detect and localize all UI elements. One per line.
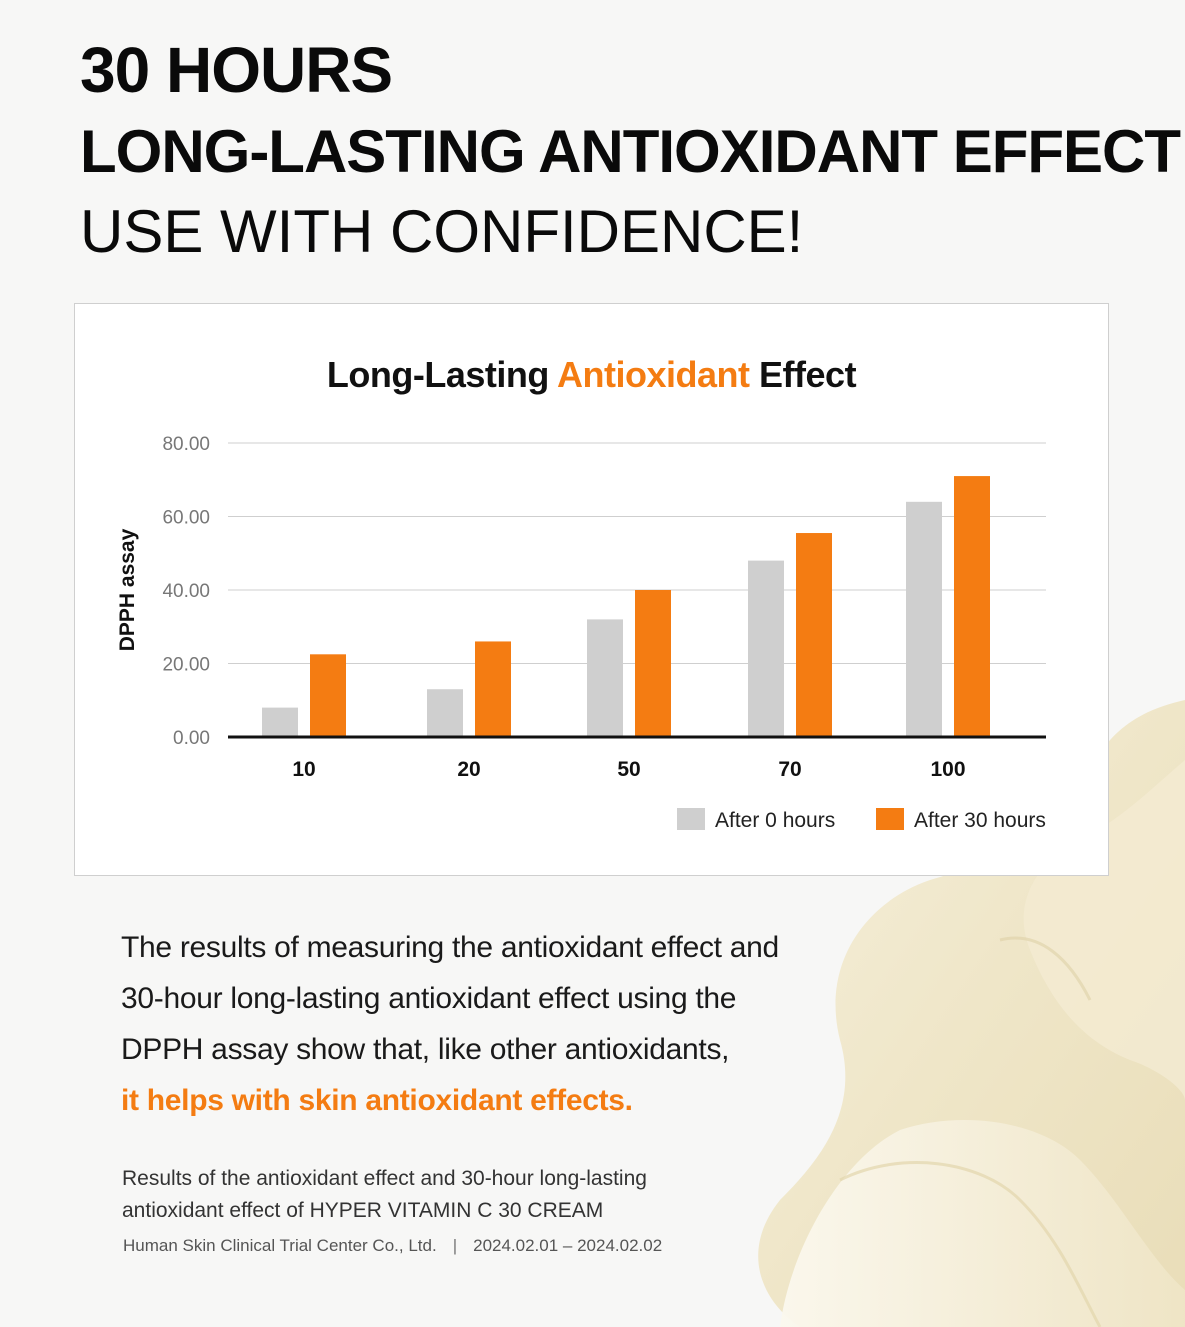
headline-line-2: LONG-LASTING ANTIOXIDANT EFFECT: [80, 118, 1181, 185]
headline-line-3: USE WITH CONFIDENCE!: [80, 198, 804, 265]
credit-dates: 2024.02.01 – 2024.02.02: [473, 1236, 663, 1255]
bar-after-0-hours: [748, 560, 784, 737]
source-line-1: Results of the antioxidant effect and 30…: [122, 1167, 647, 1190]
bar-after-30-hours: [475, 641, 511, 737]
chart-title: Long-Lasting Antioxidant Effect: [75, 354, 1108, 396]
description-line-2: 30-hour long-lasting antioxidant effect …: [121, 982, 737, 1015]
x-tick-label: 20: [457, 758, 480, 781]
headline-line-1: 30 HOURS: [80, 34, 393, 106]
y-tick-label: 60.00: [162, 508, 210, 529]
bar-chart: 0.00 20.00 40.00 60.00 80.00 DPPH assay 10 20 50…: [116, 434, 1046, 832]
legend-label: After 30 hours: [914, 809, 1046, 832]
headline: 30 HOURS LONG-LASTING ANTIOXIDANT EFFECT…: [80, 34, 1181, 265]
bar-after-30-hours: [796, 533, 832, 737]
credit-separator: |: [452, 1236, 458, 1255]
bar-after-0-hours: [906, 501, 942, 737]
bar-after-0-hours: [427, 689, 463, 737]
source-line-2: antioxidant effect of HYPER VITAMIN C 30…: [122, 1199, 604, 1222]
bar-after-30-hours: [310, 654, 346, 737]
legend-swatch: [677, 808, 705, 830]
y-tick-label: 0.00: [173, 728, 210, 749]
bar-after-30-hours: [635, 590, 671, 737]
chart-title-part-2: Effect: [749, 354, 857, 395]
description-line-1: The results of measuring the antioxidant…: [121, 931, 779, 964]
y-axis-label: DPPH assay: [116, 528, 139, 651]
description-line-3: DPPH assay show that, like other antioxi…: [121, 1033, 730, 1066]
description: The results of measuring the antioxidant…: [121, 922, 779, 1126]
y-tick-label: 80.00: [162, 434, 210, 455]
credit-organization: Human Skin Clinical Trial Center Co., Lt…: [123, 1236, 437, 1255]
chart-title-accent: Antioxidant: [557, 354, 750, 395]
bar-after-30-hours: [954, 476, 990, 737]
y-tick-label: 40.00: [162, 581, 210, 602]
x-tick-label: 50: [617, 758, 640, 781]
bar-after-0-hours: [262, 707, 298, 737]
x-tick-label: 100: [930, 758, 965, 781]
legend-swatch: [876, 808, 904, 830]
legend-label: After 0 hours: [715, 809, 835, 832]
bar-after-0-hours: [587, 619, 623, 737]
source-note: Results of the antioxidant effect and 30…: [122, 1163, 647, 1227]
description-highlight: it helps with skin antioxidant effects.: [121, 1084, 633, 1117]
x-tick-label: 70: [778, 758, 801, 781]
y-tick-label: 20.00: [162, 655, 210, 676]
chart-card: Long-Lasting Antioxidant Effect 0.00 20.0…: [74, 303, 1109, 876]
credit-line: Human Skin Clinical Trial Center Co., Lt…: [123, 1236, 662, 1256]
x-tick-label: 10: [292, 758, 315, 781]
chart-title-part-1: Long-Lasting: [326, 354, 558, 395]
